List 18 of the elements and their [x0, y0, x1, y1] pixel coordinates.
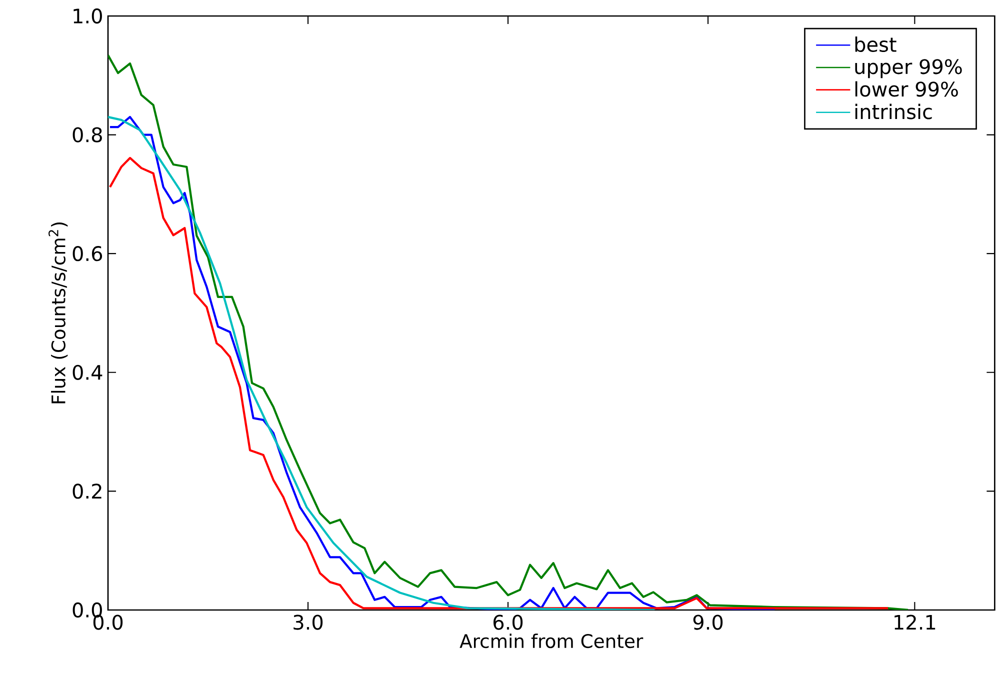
y-tick-label: 0.8 — [72, 127, 102, 142]
legend-label: best — [855, 36, 896, 52]
x-tick-label: 12.1 — [894, 614, 936, 630]
x-tick-label: 9.0 — [693, 614, 723, 630]
legend-label: lower 99% — [855, 81, 958, 97]
y-tick-label: 0.6 — [72, 246, 102, 262]
x-axis-title: Arcmin from Center — [460, 634, 644, 648]
y-tick-label: 0.4 — [72, 364, 102, 380]
y-tick-label: 0.2 — [72, 484, 102, 499]
y-tick-label: 1.0 — [74, 8, 102, 24]
legend-label: upper 99% — [855, 59, 962, 78]
legend-label: intrinsic — [855, 104, 932, 120]
line-series — [108, 156, 890, 610]
line-series — [108, 116, 656, 610]
x-tick-label: 6.0 — [494, 614, 523, 630]
y-axis-title: Flux (Counts/s/cm$^{2}$) — [48, 222, 68, 404]
line-series — [108, 116, 776, 610]
x-tick-label: 3.0 — [294, 614, 323, 630]
